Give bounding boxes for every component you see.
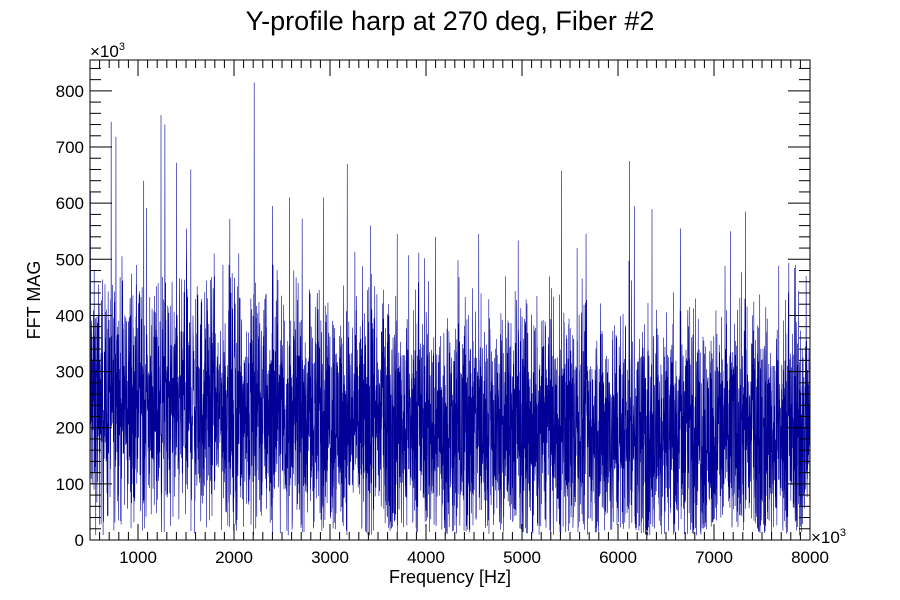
y-tick-label: 400 xyxy=(56,306,84,325)
x-axis-multiplier-base: ×10 xyxy=(811,528,840,547)
x-tick-label: 7000 xyxy=(695,548,733,567)
y-axis-label: FFT MAG xyxy=(24,261,44,340)
x-tick-label: 1000 xyxy=(119,548,157,567)
y-tick-label: 200 xyxy=(56,419,84,438)
chart-title: Y-profile harp at 270 deg, Fiber #2 xyxy=(246,6,655,36)
x-tick-label: 3000 xyxy=(311,548,349,567)
y-tick-label: 0 xyxy=(75,531,84,550)
x-tick-label: 2000 xyxy=(215,548,253,567)
y-tick-label: 500 xyxy=(56,250,84,269)
y-tick-label: 300 xyxy=(56,363,84,382)
series-trace xyxy=(89,82,811,536)
x-tick-label: 5000 xyxy=(503,548,541,567)
y-axis-multiplier-base: ×10 xyxy=(90,42,119,61)
y-tick-label: 800 xyxy=(56,82,84,101)
series-line xyxy=(89,82,811,536)
x-axis-label: Frequency [Hz] xyxy=(389,567,511,587)
y-tick-label: 600 xyxy=(56,194,84,213)
x-tick-label: 8000 xyxy=(791,548,829,567)
x-axis-multiplier: ×103 xyxy=(811,527,846,547)
y-axis-multiplier-exponent: 3 xyxy=(119,41,125,53)
y-axis: 0 100 200 300 400 500 600 700 800 xyxy=(56,67,810,550)
plot-frame xyxy=(89,59,811,541)
x-tick-label: 4000 xyxy=(407,548,445,567)
x-tick-label: 6000 xyxy=(599,548,637,567)
y-axis-multiplier: ×103 xyxy=(90,41,125,61)
x-axis-multiplier-exponent: 3 xyxy=(840,527,846,539)
y-tick-label: 100 xyxy=(56,475,84,494)
x-axis: 1000 2000 3000 4000 5000 6000 7000 8000 xyxy=(89,60,829,567)
y-tick-label: 700 xyxy=(56,138,84,157)
plot-area xyxy=(89,59,811,541)
